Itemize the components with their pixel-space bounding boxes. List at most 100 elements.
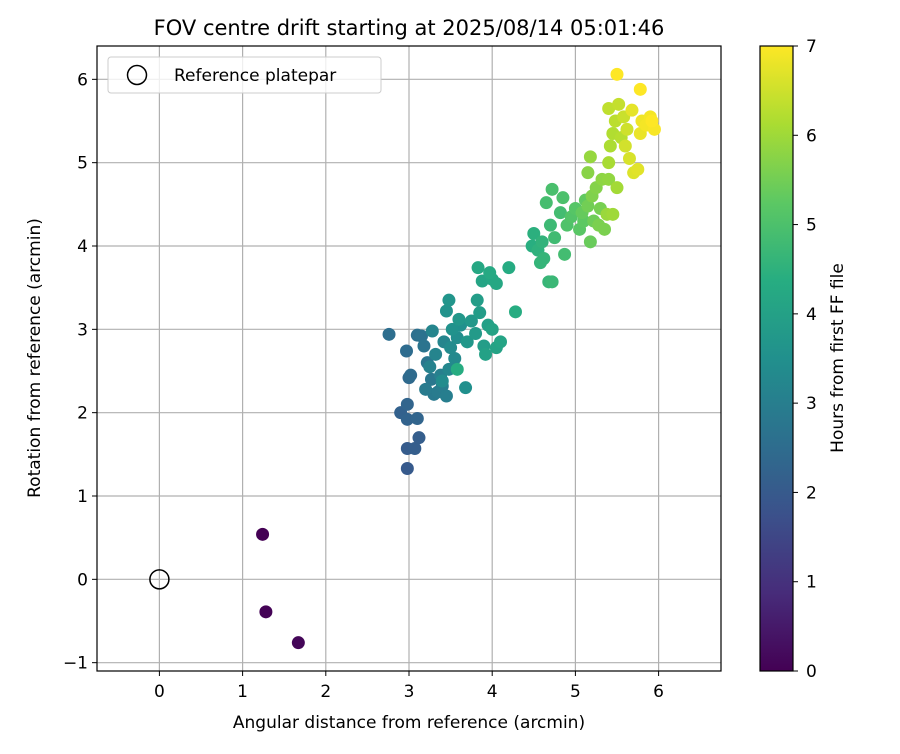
y-axis-ticks: −1 0 1 2 3 4 5 6 [63, 70, 97, 674]
colorbar-frame [759, 45, 794, 672]
legend-marker [126, 64, 148, 86]
x-axis-ticks: 0 1 2 3 4 5 6 [154, 671, 664, 702]
data-point [625, 103, 639, 117]
data-point [439, 389, 453, 403]
y-tick-label: 4 [77, 237, 88, 257]
x-tick-label: 2 [320, 682, 331, 702]
data-point [539, 196, 553, 210]
y-tick-label: 1 [77, 487, 88, 507]
data-point [581, 199, 595, 213]
y-axis-label: Rotation from reference (arcmin) [25, 218, 45, 498]
x-tick-label: 3 [404, 682, 415, 702]
data-point [417, 339, 431, 353]
data-point [479, 347, 493, 361]
data-point [581, 166, 595, 180]
scatter-points [256, 67, 661, 650]
data-point [598, 222, 612, 236]
x-tick-label: 4 [487, 682, 498, 702]
data-point [485, 322, 499, 336]
data-point [423, 360, 437, 374]
data-point [475, 274, 489, 288]
y-tick-label: 0 [77, 570, 88, 590]
data-point [404, 368, 418, 382]
data-point [470, 293, 484, 307]
data-point [618, 139, 632, 153]
colorbar-ticks: 0 1 2 3 4 5 6 7 [793, 37, 817, 682]
data-point [502, 261, 516, 275]
legend-label: Reference platepar [174, 66, 336, 86]
data-point [448, 352, 462, 365]
colorbar [760, 46, 793, 671]
data-point [508, 305, 522, 319]
data-point [610, 181, 624, 195]
data-point [291, 636, 305, 650]
data-point [439, 304, 453, 318]
y-tick-label: 2 [77, 404, 88, 424]
chart-title: FOV centre drift starting at 2025/08/14 … [154, 16, 665, 40]
x-axis-label: Angular distance from reference (arcmin) [233, 713, 585, 733]
data-point [535, 235, 549, 249]
data-point [483, 266, 497, 280]
data-point [452, 312, 466, 326]
colorbar-tick-label: 0 [806, 662, 817, 682]
x-tick-label: 0 [154, 682, 165, 702]
data-point [412, 431, 426, 445]
grid-lines [97, 46, 721, 671]
colorbar-tick-label: 7 [806, 37, 817, 57]
data-point [645, 114, 659, 128]
data-point [382, 327, 396, 341]
data-point [556, 191, 570, 205]
data-point [435, 374, 449, 388]
data-point [400, 412, 414, 426]
data-point [429, 347, 443, 361]
data-point [414, 329, 428, 343]
data-point [583, 150, 597, 164]
data-point [459, 381, 473, 395]
data-point [410, 412, 424, 425]
data-point [400, 344, 414, 358]
data-point [545, 182, 559, 196]
y-tick-label: 5 [77, 154, 88, 174]
data-point [473, 306, 487, 320]
data-point [494, 335, 508, 349]
data-point [533, 256, 547, 270]
data-point [408, 442, 422, 455]
data-point [469, 327, 483, 340]
colorbar-tick-label: 1 [806, 573, 817, 593]
data-point [622, 152, 636, 165]
y-tick-label: −1 [63, 654, 88, 674]
y-tick-label: 6 [77, 70, 88, 90]
colorbar-tick-label: 5 [806, 216, 817, 236]
data-point [400, 397, 414, 411]
data-point [425, 324, 439, 338]
colorbar-tick-label: 4 [806, 305, 817, 325]
data-point [489, 277, 503, 290]
data-point [527, 227, 541, 240]
data-point [612, 97, 626, 111]
reference-marker [149, 569, 170, 590]
data-point [460, 335, 474, 349]
colorbar-label: Hours from first FF file [828, 263, 848, 453]
data-point [602, 156, 616, 170]
data-point [400, 462, 414, 475]
x-tick-label: 1 [237, 682, 248, 702]
legend-box [107, 56, 382, 94]
data-point [444, 341, 458, 355]
data-point [583, 235, 597, 249]
data-point [442, 293, 456, 307]
data-point [620, 122, 634, 136]
x-tick-label: 5 [570, 682, 581, 702]
data-point [445, 322, 459, 336]
data-point [610, 67, 624, 81]
data-point [548, 231, 562, 245]
data-point [543, 218, 557, 232]
data-point [545, 275, 559, 289]
data-point [259, 605, 273, 619]
legend: Reference platepar [107, 56, 382, 94]
data-point [450, 362, 464, 376]
data-point [606, 207, 620, 221]
data-point [631, 162, 645, 176]
colorbar-tick-label: 2 [806, 483, 817, 503]
